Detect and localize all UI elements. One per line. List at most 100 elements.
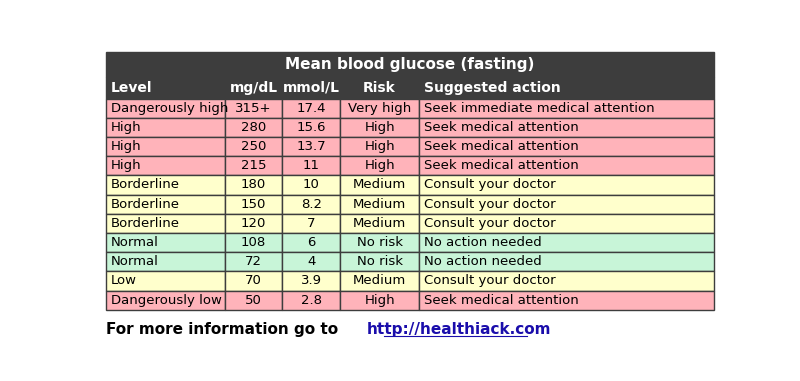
Text: Borderline: Borderline — [111, 198, 180, 211]
Text: Consult your doctor: Consult your doctor — [424, 198, 556, 211]
FancyBboxPatch shape — [340, 137, 419, 156]
Text: Normal: Normal — [111, 255, 159, 268]
Text: 15.6: 15.6 — [297, 121, 326, 134]
Text: High: High — [111, 140, 142, 153]
FancyBboxPatch shape — [419, 233, 714, 252]
FancyBboxPatch shape — [225, 77, 282, 99]
Text: No action needed: No action needed — [424, 255, 542, 268]
FancyBboxPatch shape — [340, 233, 419, 252]
Text: 120: 120 — [241, 217, 266, 230]
Text: 7: 7 — [307, 217, 315, 230]
Text: 4: 4 — [307, 255, 315, 268]
FancyBboxPatch shape — [419, 175, 714, 195]
FancyBboxPatch shape — [340, 118, 419, 137]
Text: Dangerously low: Dangerously low — [111, 294, 222, 307]
FancyBboxPatch shape — [225, 99, 282, 118]
Text: http://healthiack.com: http://healthiack.com — [366, 322, 550, 337]
FancyBboxPatch shape — [106, 156, 225, 175]
Text: Low: Low — [111, 274, 137, 287]
FancyBboxPatch shape — [419, 291, 714, 310]
Text: Consult your doctor: Consult your doctor — [424, 178, 556, 191]
FancyBboxPatch shape — [419, 252, 714, 271]
Text: Seek medical attention: Seek medical attention — [424, 159, 579, 172]
Text: 215: 215 — [241, 159, 266, 172]
FancyBboxPatch shape — [225, 118, 282, 137]
Text: 8.2: 8.2 — [301, 198, 322, 211]
Text: 11: 11 — [302, 159, 320, 172]
FancyBboxPatch shape — [225, 156, 282, 175]
FancyBboxPatch shape — [282, 137, 340, 156]
FancyBboxPatch shape — [282, 77, 340, 99]
FancyBboxPatch shape — [106, 175, 225, 195]
Text: mg/dL: mg/dL — [230, 80, 278, 94]
Text: 180: 180 — [241, 178, 266, 191]
FancyBboxPatch shape — [282, 291, 340, 310]
Text: mmol/L: mmol/L — [282, 80, 340, 94]
Text: 280: 280 — [241, 121, 266, 134]
FancyBboxPatch shape — [340, 291, 419, 310]
Text: Consult your doctor: Consult your doctor — [424, 217, 556, 230]
Text: No risk: No risk — [357, 236, 402, 249]
Text: Dangerously high: Dangerously high — [111, 102, 229, 115]
FancyBboxPatch shape — [282, 156, 340, 175]
Text: Medium: Medium — [353, 198, 406, 211]
Text: High: High — [111, 121, 142, 134]
Text: Very high: Very high — [348, 102, 411, 115]
Text: Seek medical attention: Seek medical attention — [424, 140, 579, 153]
FancyBboxPatch shape — [106, 214, 225, 233]
FancyBboxPatch shape — [340, 214, 419, 233]
Text: Medium: Medium — [353, 178, 406, 191]
Text: 17.4: 17.4 — [297, 102, 326, 115]
Text: Medium: Medium — [353, 217, 406, 230]
FancyBboxPatch shape — [419, 156, 714, 175]
Text: 2.8: 2.8 — [301, 294, 322, 307]
FancyBboxPatch shape — [419, 271, 714, 291]
FancyBboxPatch shape — [106, 77, 225, 99]
Text: 250: 250 — [241, 140, 266, 153]
Text: High: High — [364, 159, 395, 172]
FancyBboxPatch shape — [340, 195, 419, 214]
FancyBboxPatch shape — [225, 291, 282, 310]
FancyBboxPatch shape — [225, 271, 282, 291]
Text: Seek medical attention: Seek medical attention — [424, 294, 579, 307]
Text: High: High — [111, 159, 142, 172]
FancyBboxPatch shape — [282, 99, 340, 118]
Text: High: High — [364, 121, 395, 134]
Text: Normal: Normal — [111, 236, 159, 249]
FancyBboxPatch shape — [340, 156, 419, 175]
Text: Borderline: Borderline — [111, 217, 180, 230]
Text: Seek medical attention: Seek medical attention — [424, 121, 579, 134]
Text: 3.9: 3.9 — [301, 274, 322, 287]
Text: 315+: 315+ — [235, 102, 272, 115]
FancyBboxPatch shape — [340, 99, 419, 118]
FancyBboxPatch shape — [225, 233, 282, 252]
FancyBboxPatch shape — [340, 252, 419, 271]
FancyBboxPatch shape — [106, 137, 225, 156]
Text: Consult your doctor: Consult your doctor — [424, 274, 556, 287]
Text: No action needed: No action needed — [424, 236, 542, 249]
FancyBboxPatch shape — [225, 137, 282, 156]
FancyBboxPatch shape — [419, 99, 714, 118]
FancyBboxPatch shape — [419, 214, 714, 233]
FancyBboxPatch shape — [106, 118, 225, 137]
Text: High: High — [364, 140, 395, 153]
FancyBboxPatch shape — [106, 99, 225, 118]
Text: Medium: Medium — [353, 274, 406, 287]
FancyBboxPatch shape — [419, 77, 714, 99]
Text: 72: 72 — [245, 255, 262, 268]
FancyBboxPatch shape — [340, 175, 419, 195]
FancyBboxPatch shape — [282, 175, 340, 195]
FancyBboxPatch shape — [282, 195, 340, 214]
Text: Risk: Risk — [363, 80, 396, 94]
FancyBboxPatch shape — [419, 195, 714, 214]
Text: 6: 6 — [307, 236, 315, 249]
FancyBboxPatch shape — [340, 271, 419, 291]
Text: 13.7: 13.7 — [297, 140, 326, 153]
FancyBboxPatch shape — [225, 195, 282, 214]
FancyBboxPatch shape — [282, 252, 340, 271]
Text: 108: 108 — [241, 236, 266, 249]
FancyBboxPatch shape — [419, 137, 714, 156]
Text: Suggested action: Suggested action — [424, 80, 561, 94]
Text: 150: 150 — [241, 198, 266, 211]
FancyBboxPatch shape — [282, 233, 340, 252]
